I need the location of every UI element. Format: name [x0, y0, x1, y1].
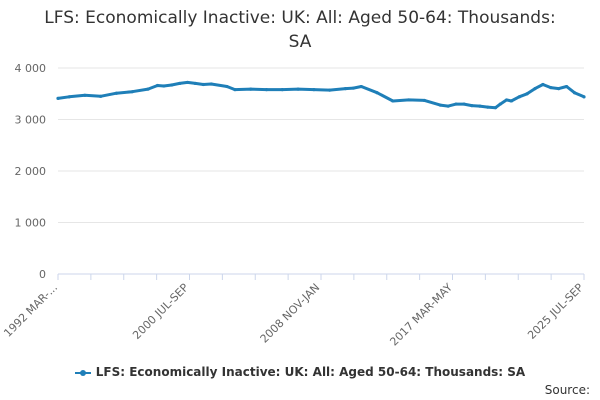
y-tick-label: 2 000: [15, 165, 47, 178]
data-point: [193, 81, 198, 86]
data-point: [582, 95, 586, 99]
data-point: [312, 88, 316, 92]
data-point: [533, 87, 537, 91]
data-point: [505, 98, 509, 102]
data-point: [328, 88, 332, 92]
data-point: [541, 82, 545, 87]
data-point: [351, 86, 355, 90]
x-tick-label: 1992 MAR-...: [1, 281, 60, 340]
y-tick-label: 3 000: [15, 114, 47, 127]
data-point: [114, 91, 119, 95]
data-point: [233, 88, 237, 92]
data-point: [486, 105, 490, 109]
data-point: [264, 88, 269, 92]
series-line: [57, 80, 585, 110]
data-point: [517, 95, 521, 99]
data-point: [67, 95, 71, 99]
legend[interactable]: LFS: Economically Inactive: UK: All: Age…: [0, 365, 600, 379]
data-point: [549, 85, 553, 90]
data-point: [359, 84, 363, 89]
x-tick-label: 2017 MAR-MAY: [387, 281, 455, 349]
x-tick-label: 2000 JUL-SEP: [130, 281, 191, 342]
data-point: [565, 84, 569, 89]
data-point: [391, 99, 395, 103]
data-point: [478, 104, 482, 108]
data-point: [493, 106, 498, 110]
data-point: [407, 98, 411, 102]
data-point: [201, 82, 205, 87]
data-point: [280, 88, 284, 92]
data-point: [83, 93, 87, 97]
data-point: [56, 96, 60, 100]
data-point: [178, 81, 182, 86]
data-point: [249, 87, 253, 91]
y-tick-label: 4 000: [15, 62, 47, 75]
x-tick-label: 2025 JUL-SEP: [525, 281, 586, 342]
source-label: Source:: [544, 383, 590, 397]
data-point: [170, 83, 174, 87]
y-tick-label: 1 000: [15, 217, 47, 230]
data-point: [162, 84, 166, 88]
data-point: [146, 87, 150, 91]
data-point: [209, 82, 213, 86]
data-point: [572, 91, 577, 95]
data-point: [446, 104, 450, 108]
data-point: [185, 80, 190, 85]
data-point: [509, 99, 513, 103]
data-point: [462, 102, 466, 106]
data-point: [99, 94, 103, 98]
data-point: [343, 87, 348, 91]
data-point: [498, 102, 502, 106]
data-point: [375, 91, 379, 95]
data-point: [557, 87, 561, 91]
data-point: [296, 87, 300, 91]
data-point: [438, 103, 442, 107]
data-point: [155, 83, 160, 88]
data-point: [225, 84, 229, 89]
legend-line-marker-icon: [74, 369, 91, 376]
y-tick-label: 0: [39, 268, 46, 281]
chart-title-line-2: SA: [288, 32, 312, 52]
chart-title: LFS: Economically Inactive: UK: All: Age…: [0, 6, 600, 54]
data-point: [130, 90, 134, 94]
data-point: [422, 98, 427, 103]
data-point: [454, 102, 458, 106]
chart-title-line-1: LFS: Economically Inactive: UK: All: Age…: [44, 8, 556, 28]
x-tick-label: 2008 NOV-JAN: [258, 281, 323, 346]
data-point: [525, 92, 529, 96]
legend-label: LFS: Economically Inactive: UK: All: Age…: [95, 365, 526, 379]
data-point: [470, 103, 474, 108]
